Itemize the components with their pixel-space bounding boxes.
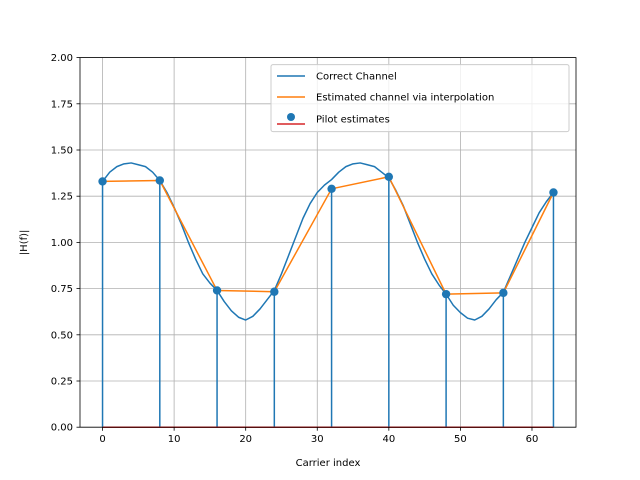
- legend-swatch-pilot-marker: [287, 113, 295, 121]
- x-tick-label: 60: [526, 434, 539, 445]
- pilot-marker: [98, 177, 107, 186]
- x-tick-label: 30: [311, 434, 324, 445]
- pilot-marker: [155, 176, 165, 185]
- pilot-marker: [384, 172, 394, 181]
- y-tick-label: 1.75: [51, 99, 73, 110]
- legend-box: [270, 64, 570, 133]
- legend-label-pilot-estimates: Pilot estimates: [316, 115, 390, 126]
- y-tick-label: 1.00: [51, 238, 73, 249]
- legend-label-correct-channel: Correct Channel: [316, 72, 397, 83]
- x-tick-label: 50: [454, 434, 467, 445]
- y-tick-label: 1.25: [51, 192, 73, 203]
- y-tick-label: 2.00: [51, 53, 73, 64]
- x-tick-label: 10: [168, 434, 181, 445]
- y-tick-label: 0.25: [51, 377, 73, 388]
- y-tick-label: 0.75: [51, 284, 73, 295]
- pilot-markers: [98, 172, 558, 299]
- y-tick-label: 0.00: [51, 423, 73, 434]
- x-axis-label: Carrier index: [296, 458, 361, 469]
- pilot-marker: [270, 287, 279, 296]
- legend: Correct Channel Estimated channel via in…: [270, 64, 570, 133]
- pilot-marker: [499, 288, 508, 298]
- pilot-marker: [549, 188, 558, 197]
- x-axis-ticks: 0 10 20 30 40 50 60: [99, 427, 538, 445]
- y-tick-label: 1.50: [51, 146, 73, 157]
- legend-label-estimated-channel: Estimated channel via interpolation: [316, 93, 494, 104]
- y-tick-label: 0.50: [51, 330, 73, 341]
- pilot-marker: [327, 184, 336, 194]
- x-tick-label: 20: [239, 434, 252, 445]
- pilot-marker: [212, 286, 222, 295]
- x-tick-label: 0: [99, 434, 105, 445]
- pilot-stems: [101, 176, 555, 428]
- y-axis-label: |H(f)|: [19, 230, 30, 256]
- x-tick-label: 40: [382, 434, 395, 445]
- pilot-marker: [441, 289, 451, 299]
- y-axis-ticks: 0.00 0.25 0.50 0.75 1.00 1.25 1.50 1.75 2.00: [51, 53, 80, 434]
